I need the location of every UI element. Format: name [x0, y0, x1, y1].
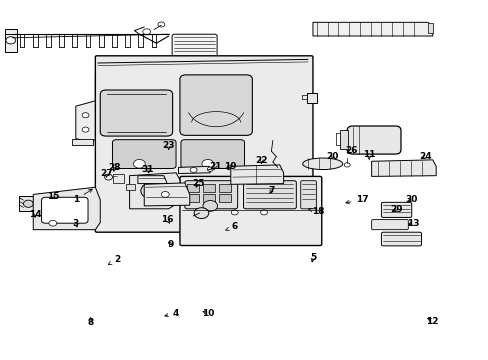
Text: 19: 19 — [224, 162, 237, 171]
Polygon shape — [33, 187, 100, 230]
Polygon shape — [5, 29, 17, 52]
Text: 10: 10 — [201, 309, 214, 318]
Polygon shape — [129, 173, 180, 209]
Bar — [339, 130, 347, 149]
Circle shape — [101, 90, 109, 96]
Circle shape — [226, 166, 232, 170]
Circle shape — [271, 167, 278, 172]
Text: 24: 24 — [418, 152, 431, 161]
Circle shape — [104, 174, 112, 180]
Circle shape — [82, 127, 89, 132]
Bar — [186, 194, 199, 202]
Bar — [219, 184, 231, 192]
Bar — [126, 184, 135, 190]
Polygon shape — [312, 22, 432, 36]
FancyBboxPatch shape — [381, 202, 411, 217]
FancyBboxPatch shape — [181, 140, 244, 168]
Text: 15: 15 — [46, 192, 59, 201]
Circle shape — [161, 192, 169, 197]
Text: 23: 23 — [162, 141, 175, 150]
Text: 29: 29 — [389, 205, 402, 214]
Circle shape — [231, 210, 238, 215]
FancyBboxPatch shape — [172, 34, 217, 58]
Text: 12: 12 — [426, 317, 438, 325]
Polygon shape — [178, 166, 210, 174]
Bar — [427, 23, 432, 33]
Bar — [203, 184, 215, 192]
Circle shape — [23, 200, 33, 207]
FancyBboxPatch shape — [300, 181, 316, 209]
Text: 17: 17 — [345, 195, 368, 204]
FancyBboxPatch shape — [184, 181, 237, 209]
Circle shape — [146, 187, 156, 194]
Text: 7: 7 — [267, 186, 274, 195]
Bar — [19, 196, 38, 211]
Circle shape — [194, 208, 208, 219]
FancyBboxPatch shape — [346, 126, 400, 154]
FancyBboxPatch shape — [112, 140, 176, 168]
Circle shape — [260, 210, 267, 215]
Circle shape — [207, 167, 213, 171]
Circle shape — [203, 201, 217, 211]
Text: 4: 4 — [164, 309, 179, 318]
FancyBboxPatch shape — [381, 232, 421, 246]
Circle shape — [142, 29, 150, 35]
FancyBboxPatch shape — [95, 56, 312, 232]
Bar — [219, 194, 231, 202]
Circle shape — [101, 80, 109, 86]
Polygon shape — [95, 70, 115, 103]
Text: 27: 27 — [100, 169, 113, 178]
Text: 26: 26 — [344, 146, 357, 155]
FancyBboxPatch shape — [243, 181, 296, 209]
Polygon shape — [138, 176, 167, 184]
Text: 25: 25 — [191, 179, 204, 188]
Circle shape — [133, 159, 145, 168]
Text: 1: 1 — [73, 189, 92, 204]
Polygon shape — [76, 101, 100, 142]
FancyBboxPatch shape — [100, 90, 172, 136]
FancyBboxPatch shape — [180, 75, 252, 135]
Text: 31: 31 — [141, 165, 154, 174]
Text: 11: 11 — [362, 150, 375, 159]
Text: 3: 3 — [73, 219, 79, 228]
Polygon shape — [144, 183, 189, 206]
Text: 8: 8 — [87, 318, 93, 327]
Circle shape — [190, 167, 197, 172]
FancyBboxPatch shape — [41, 197, 88, 223]
Text: 22: 22 — [255, 156, 267, 165]
Polygon shape — [371, 160, 435, 176]
Text: 16: 16 — [161, 215, 173, 224]
Polygon shape — [230, 165, 283, 184]
Circle shape — [141, 183, 162, 199]
Circle shape — [6, 37, 16, 44]
Circle shape — [49, 220, 57, 226]
Text: 13: 13 — [406, 219, 419, 228]
Text: 30: 30 — [405, 195, 417, 204]
Ellipse shape — [302, 158, 342, 170]
Text: 9: 9 — [167, 240, 174, 249]
Text: 20: 20 — [325, 152, 338, 161]
Circle shape — [82, 113, 89, 118]
Text: 5: 5 — [309, 253, 315, 262]
Bar — [72, 139, 93, 145]
Text: 21: 21 — [208, 162, 221, 171]
Circle shape — [202, 159, 213, 168]
FancyBboxPatch shape — [371, 220, 407, 230]
Text: 18: 18 — [308, 207, 324, 216]
Bar — [203, 194, 215, 202]
Bar — [113, 174, 124, 183]
Text: 28: 28 — [108, 163, 121, 172]
Text: 6: 6 — [225, 222, 237, 231]
Text: 2: 2 — [108, 255, 120, 265]
Circle shape — [158, 22, 164, 27]
Bar — [186, 184, 199, 192]
FancyBboxPatch shape — [180, 176, 321, 246]
Bar — [306, 93, 316, 103]
Text: 14: 14 — [29, 210, 41, 219]
Circle shape — [344, 163, 349, 167]
